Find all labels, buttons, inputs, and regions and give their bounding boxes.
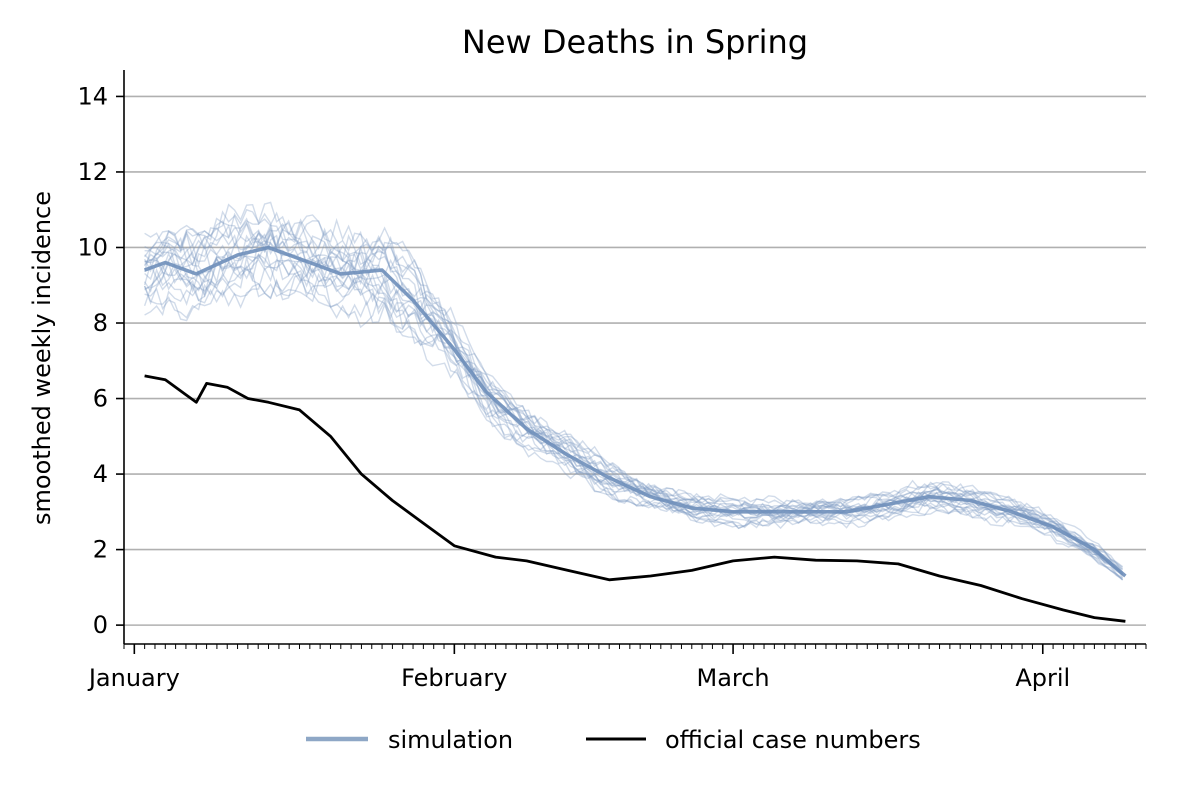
y-tick-label: 2: [93, 536, 108, 564]
x-tick-label: April: [1015, 664, 1070, 692]
simulation-run-line: [143, 261, 1124, 578]
simulation-run-line: [144, 218, 1124, 575]
simulation-run-line: [144, 267, 1124, 581]
y-tick-label: 12: [77, 158, 108, 186]
y-tick-label: 8: [93, 309, 108, 337]
grid: [124, 95, 1146, 626]
simulation-run-line: [144, 221, 1124, 575]
simulation-run-line: [144, 224, 1124, 574]
simulation-run-line: [144, 212, 1124, 575]
simulation-run-line: [143, 211, 1124, 573]
y-axis-label: smoothed weekly incidence: [28, 191, 56, 525]
y-tick-label: 0: [93, 611, 108, 639]
simulation-run-line: [144, 252, 1123, 579]
series: [143, 245, 1127, 623]
simulation-run-line: [143, 258, 1124, 581]
simulation-run-line: [144, 253, 1123, 580]
chart-title: New Deaths in Spring: [462, 23, 808, 61]
simulation-run-line: [144, 226, 1124, 576]
simulation-run-line: [144, 201, 1123, 571]
simulation-runs: [143, 201, 1124, 581]
simulation-run-line: [144, 260, 1124, 581]
legend-label-simulation: simulation: [388, 726, 513, 754]
x-tick-label: January: [87, 664, 180, 692]
x-tick-label: February: [401, 664, 507, 692]
y-axis: 0 2 4 6 8 10 12 14: [77, 82, 124, 639]
simulation-run-line: [144, 217, 1124, 568]
series-line-simulation: [143, 245, 1127, 578]
simulation-run-line: [144, 227, 1124, 575]
y-tick-label: 10: [77, 233, 108, 261]
legend-label-official: official case numbers: [665, 726, 921, 754]
simulation-run-line: [143, 217, 1124, 576]
legend: simulation official case numbers: [306, 726, 921, 754]
y-tick-label: 6: [93, 385, 108, 413]
series-line-official-case-numbers: [144, 374, 1126, 623]
simulation-run-line: [144, 227, 1123, 576]
x-tick-label: March: [696, 664, 769, 692]
simulation-run-line: [143, 234, 1124, 575]
simulation-run-line: [144, 240, 1123, 574]
simulation-run-line: [143, 203, 1124, 570]
x-axis: JanuaryFebruaryMarchAprilMayJune: [87, 644, 1147, 692]
y-tick-label: 14: [77, 82, 108, 110]
y-tick-label: 4: [93, 460, 108, 488]
